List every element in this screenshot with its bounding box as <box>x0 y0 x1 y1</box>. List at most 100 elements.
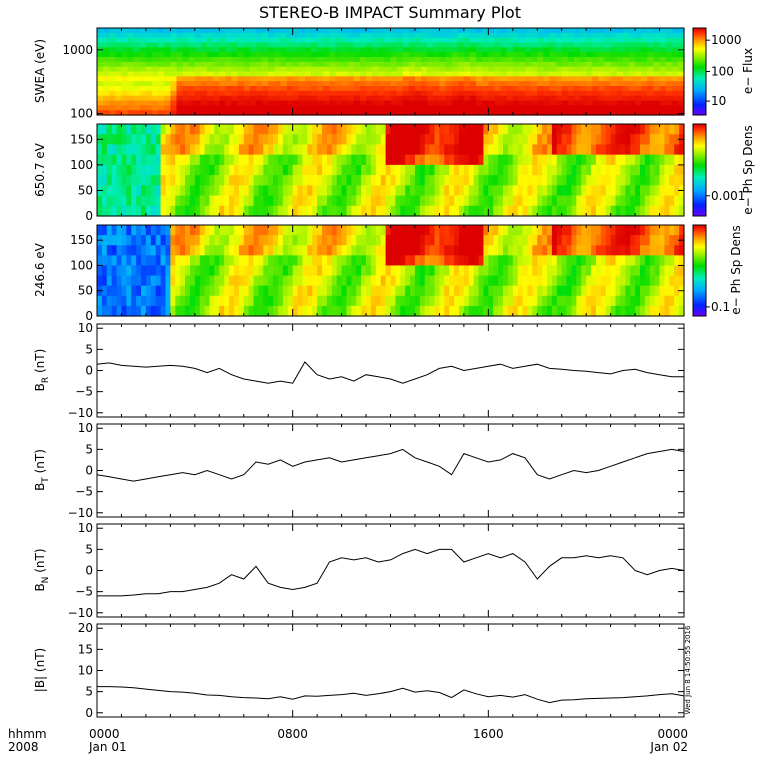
pad-heatmap-cell <box>551 225 558 236</box>
swea-heatmap-cell <box>213 100 220 106</box>
pad-heatmap-cell <box>493 164 499 176</box>
swea-heatmap-cell <box>329 76 337 82</box>
pad-heatmap-cell <box>507 154 514 166</box>
pad-heatmap-cell <box>522 235 529 246</box>
swea-heatmap-cell <box>543 105 551 111</box>
swea-heatmap-cell <box>439 90 447 97</box>
swea-heatmap-cell <box>207 90 214 97</box>
pad-heatmap-cell <box>141 225 147 236</box>
swea-heatmap-cell <box>463 90 471 97</box>
pad-heatmap-cell <box>635 144 641 156</box>
swea-heatmap-cell <box>635 28 642 34</box>
swea-heatmap-cell <box>207 42 214 48</box>
pad-heatmap-cell <box>512 134 519 146</box>
swea-heatmap-cell <box>292 90 300 97</box>
pad-heatmap-cell <box>121 205 127 217</box>
swea-heatmap-cell <box>671 61 679 68</box>
swea-heatmap-cell <box>427 110 434 116</box>
pad-heatmap-cell <box>307 134 313 146</box>
swea-heatmap-cell <box>402 90 410 97</box>
swea-heatmap-cell <box>659 57 667 63</box>
swea-heatmap-cell <box>549 47 557 53</box>
swea-heatmap-cell <box>353 86 361 92</box>
swea-heatmap-cell <box>647 32 655 39</box>
pad-heatmap-cell <box>566 134 573 146</box>
swea-heatmap-cell <box>158 37 165 44</box>
pad-heatmap-cell <box>336 124 343 135</box>
swea-heatmap-cell <box>378 95 385 102</box>
swea-heatmap-cell <box>231 90 239 97</box>
pad-heatmap-cell <box>370 305 377 317</box>
pad-heatmap-cell <box>331 144 338 156</box>
swea-heatmap-cell <box>249 81 257 87</box>
pad-heatmap-cell <box>542 265 548 277</box>
pad-heatmap-cell <box>322 245 328 256</box>
pad-heatmap-cell <box>610 185 617 197</box>
pad-heatmap-cell <box>131 225 137 236</box>
pad-heatmap-cell <box>331 305 338 317</box>
pad-heatmap-cell <box>405 164 411 176</box>
pad-heatmap-cell <box>615 305 622 317</box>
pad-heatmap-cell <box>282 185 289 197</box>
pad-heatmap-cell <box>669 134 675 146</box>
swea-heatmap-cell <box>268 61 275 68</box>
pad-heatmap-cell <box>199 245 206 256</box>
pad-heatmap-cell <box>679 295 685 307</box>
swea-heatmap-cell <box>500 52 508 58</box>
swea-heatmap-cell <box>115 57 123 63</box>
pad-heatmap-cell <box>503 164 509 176</box>
pad-heatmap-cell <box>145 305 152 317</box>
swea-heatmap-cell <box>622 52 630 58</box>
pad-heatmap-cell <box>194 275 201 287</box>
swea-heatmap-cell <box>561 100 569 106</box>
swea-heatmap-cell <box>573 110 581 116</box>
pad-heatmap-cell <box>263 185 269 197</box>
pad-heatmap-cell <box>635 195 641 207</box>
pad-heatmap-cell <box>468 265 475 277</box>
swea-heatmap-cell <box>353 105 361 111</box>
pad-heatmap-cell <box>268 305 274 317</box>
pad-heatmap-cell <box>669 124 675 135</box>
swea-heatmap-cell <box>384 100 392 106</box>
pad-heatmap-cell <box>282 144 289 156</box>
pad-heatmap-cell <box>571 144 577 156</box>
swea-heatmap-cell <box>598 52 606 58</box>
pad-heatmap-cell <box>429 305 436 317</box>
bn-series-line <box>97 548 685 597</box>
pad-heatmap-cell <box>302 134 308 146</box>
pad-heatmap-cell <box>410 144 416 156</box>
pad-heatmap-cell <box>410 295 416 307</box>
pad-heatmap-cell <box>224 205 230 217</box>
swea-heatmap-cell <box>567 37 575 44</box>
pad-heatmap-cell <box>483 175 489 186</box>
pad-heatmap-cell <box>488 154 494 166</box>
swea-heatmap-cell <box>188 105 196 111</box>
pad-heatmap-cell <box>273 195 279 207</box>
pad-heatmap-cell <box>395 154 401 166</box>
pad-heatmap-cell <box>292 144 299 156</box>
pad-heatmap-cell <box>390 295 396 307</box>
pad-heatmap-cell <box>331 154 338 166</box>
pad-heatmap-cell <box>97 175 103 186</box>
pad-heatmap-cell <box>449 144 455 156</box>
swea-heatmap-cell <box>512 110 520 116</box>
pad-heatmap-cell <box>605 275 612 287</box>
pad-heatmap-cell <box>414 265 421 277</box>
y-tick-label: 0 <box>85 209 93 223</box>
swea-heatmap-cell <box>561 47 569 53</box>
pad-heatmap-cell <box>385 164 392 176</box>
swea-heatmap-cell <box>531 42 538 48</box>
pad-heatmap-cell <box>600 225 607 236</box>
pad-heatmap-cell <box>395 285 401 297</box>
pad-heatmap-cell <box>126 185 132 197</box>
pad-heatmap-cell <box>229 195 235 207</box>
swea-heatmap-cell <box>378 86 385 92</box>
swea-heatmap-cell <box>207 100 214 106</box>
pad-heatmap-cell <box>605 295 612 307</box>
pad-heatmap-cell <box>258 164 264 176</box>
pad-heatmap-cell <box>463 175 470 186</box>
pad-heatmap-cell <box>180 175 186 186</box>
pad-heatmap-cell <box>258 144 264 156</box>
swea-heatmap-cell <box>671 86 679 92</box>
